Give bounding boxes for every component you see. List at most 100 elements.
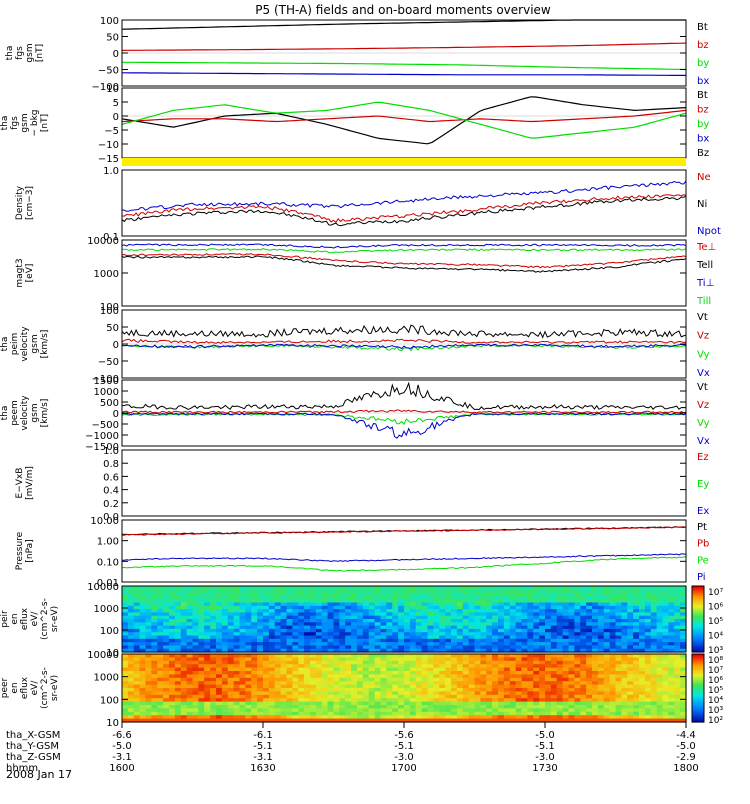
peer_eflux-cell: [574, 654, 581, 658]
peer_eflux-cell: [662, 681, 669, 686]
peir_eflux-cell: [157, 645, 164, 650]
peir_eflux-cell: [380, 586, 387, 590]
peir_eflux-cell: [310, 599, 317, 604]
peer_eflux-cell: [509, 698, 517, 703]
peer_eflux-cell: [263, 691, 270, 696]
peir_eflux-cell: [380, 589, 387, 594]
peir_eflux-cell: [169, 645, 176, 650]
peer_eflux-cell: [498, 701, 505, 706]
peir_eflux-cell: [286, 645, 293, 650]
peer_eflux-cell: [615, 664, 622, 669]
peim_velocity-series-vt: [121, 324, 687, 339]
peir_eflux-cell: [327, 635, 335, 640]
peem_velocity-ylabel-line: gsm: [30, 403, 40, 422]
peer_eflux-cell: [609, 705, 617, 709]
peir_eflux-cell: [468, 609, 476, 613]
peir_eflux-cell: [680, 622, 687, 627]
peer_eflux-cell: [662, 674, 669, 679]
peer_eflux-cell: [333, 654, 340, 658]
peer_eflux-cell: [169, 671, 176, 675]
peir_eflux-cell: [644, 638, 652, 643]
peir_eflux-cell: [562, 635, 570, 640]
peir_eflux-cell: [503, 615, 511, 620]
peer_eflux-cell: [533, 715, 540, 720]
peer_eflux-cell: [357, 715, 364, 720]
peem_velocity-ylabel-line: [km/s]: [40, 399, 50, 428]
peer_eflux-cell: [139, 698, 147, 703]
peir_eflux-cell: [609, 589, 617, 594]
peir_eflux-cell: [339, 592, 346, 597]
peer_eflux-cell: [357, 701, 364, 706]
peer_eflux-cell: [633, 657, 640, 662]
peir_eflux-cell: [627, 615, 634, 620]
peer_eflux-cell: [474, 684, 481, 689]
peer_eflux-cell: [680, 711, 687, 716]
peer_eflux-cell: [122, 654, 129, 658]
peer_eflux-cell: [498, 671, 505, 675]
pressure-legend-pi: Pi: [697, 572, 706, 583]
peir_eflux-cell: [327, 622, 335, 627]
peir_eflux-cell: [468, 602, 476, 607]
peir_eflux-cell: [180, 625, 188, 630]
peir_eflux-cell: [157, 609, 164, 613]
peir_eflux-cell: [586, 592, 593, 597]
peir_eflux-cell: [674, 599, 681, 604]
peer_eflux-cell: [268, 671, 276, 675]
peir_eflux-cell: [186, 642, 194, 646]
peer_eflux-cell: [180, 684, 188, 689]
peer_eflux-cell: [216, 664, 223, 669]
peir_eflux-cell: [568, 595, 575, 600]
peer_eflux-cell: [216, 657, 223, 662]
peer_eflux-cell: [351, 667, 358, 672]
peer_eflux-cell: [315, 664, 323, 669]
peir_eflux-cell: [433, 615, 440, 620]
peir_eflux-cell: [169, 612, 176, 617]
peir_eflux-cell: [133, 628, 141, 633]
peir_eflux-colorbar-step: [692, 622, 704, 625]
peir_eflux-cell: [568, 628, 575, 633]
peir_eflux-cell: [180, 619, 188, 623]
peir_eflux-cell: [263, 632, 270, 637]
peer_eflux-colorbar-step: [692, 716, 704, 720]
peer_eflux-cell: [198, 671, 205, 675]
peir_eflux-cell: [210, 638, 217, 643]
peir_eflux-cell: [145, 648, 152, 653]
peer_eflux-cell: [539, 688, 546, 692]
peer_eflux-cell: [556, 701, 564, 706]
peir_eflux-cell: [662, 638, 669, 643]
peer_eflux-cell: [486, 660, 493, 665]
peer_eflux-cell: [592, 694, 599, 699]
peer_eflux-cell: [668, 660, 675, 665]
peir_eflux-cell: [304, 645, 311, 650]
peir_eflux-cell: [280, 619, 288, 623]
peer_eflux-cell: [556, 684, 564, 689]
peer_eflux-cell: [327, 694, 335, 699]
peir_eflux-cell: [263, 638, 270, 643]
peir_eflux-cell: [163, 638, 170, 643]
peir_eflux-cell: [451, 592, 458, 597]
peer_eflux-cell: [133, 671, 141, 675]
peir_eflux-cell: [245, 635, 252, 640]
peir_eflux-cell: [239, 615, 246, 620]
peer_eflux-cell: [492, 698, 499, 703]
peer_eflux-cell: [398, 691, 405, 696]
peer_eflux-cell: [345, 667, 352, 672]
peir_eflux-cell: [462, 586, 470, 590]
peir_eflux-cell: [233, 632, 241, 637]
peir_eflux-cell: [204, 635, 211, 640]
peer_eflux-cell: [433, 657, 440, 662]
peir_eflux-cell: [157, 635, 164, 640]
peer_eflux-cell: [122, 684, 129, 689]
peir_eflux-cell: [456, 625, 464, 630]
peer_eflux-cell: [227, 654, 235, 658]
peer_eflux-cell: [310, 708, 317, 713]
peir_eflux-cell: [239, 638, 246, 643]
peir_eflux-cell: [169, 586, 176, 590]
peer_eflux-cell: [515, 688, 523, 692]
peir_eflux-cell: [392, 619, 399, 623]
peer_eflux-cell: [609, 708, 617, 713]
peir_eflux-cell: [245, 619, 252, 623]
peir_eflux-cell: [621, 619, 628, 623]
peir_eflux-cell: [357, 642, 364, 646]
peer_eflux-cell: [456, 674, 464, 679]
